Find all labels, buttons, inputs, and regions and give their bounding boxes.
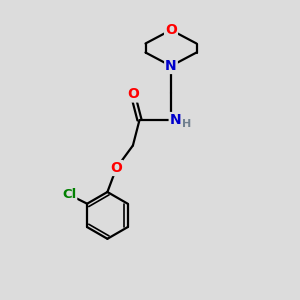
Text: H: H: [182, 118, 191, 129]
Text: Cl: Cl: [62, 188, 76, 201]
Text: O: O: [165, 23, 177, 37]
Text: N: N: [170, 113, 181, 127]
Text: O: O: [127, 88, 139, 101]
Text: N: N: [165, 59, 177, 73]
Text: O: O: [110, 161, 122, 175]
